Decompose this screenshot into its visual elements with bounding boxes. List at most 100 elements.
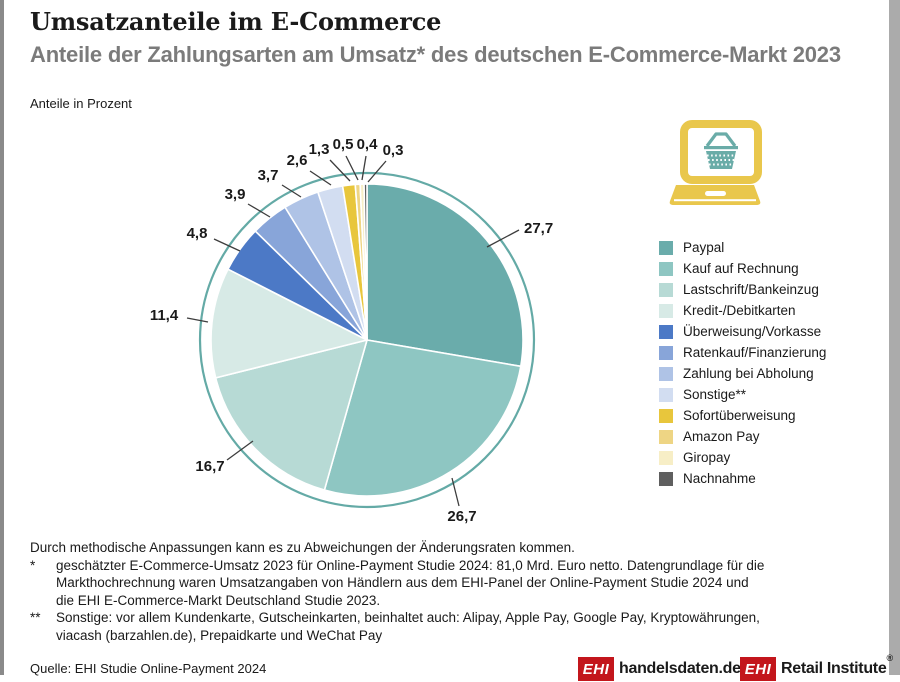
slice-value-label: 16,7 [195,458,224,475]
legend-item: Kauf auf Rechnung [659,258,826,279]
legend-item: Sofortüberweisung [659,405,826,426]
ehi-logo-box: EHI [578,657,614,681]
pie-slice-1 [323,339,522,497]
pie-slice-10 [359,183,368,341]
legend-item: Lastschrift/Bankeinzug [659,279,826,300]
page-subtitle: Anteile der Zahlungsarten am Umsatz* des… [30,42,841,67]
slice-value-label: 27,7 [524,220,553,237]
slice-value-label: 4,8 [187,225,208,242]
footnote-item: ** Sonstige: vor allem Kundenkarte, Guts… [30,609,778,644]
legend-label: Amazon Pay [683,429,760,444]
legend-label: Giropay [683,450,731,465]
unit-label: Anteile in Prozent [30,96,132,111]
legend-swatch [659,240,673,255]
legend-item: Nachnahme [659,468,826,489]
leader-line [247,203,271,218]
leader-line [213,238,241,252]
pie-slice-5 [254,206,368,341]
legend-swatch [659,471,673,486]
footnotes: Durch methodische Anpassungen kann es zu… [30,539,778,644]
slice-value-label: 26,7 [447,508,476,525]
legend-swatch [659,324,673,339]
pie-slice-8 [341,183,368,341]
legend-swatch [659,387,673,402]
leader-line [329,159,351,182]
registered-mark: ® [886,653,893,663]
legend-swatch [659,282,673,297]
legend-label: Sonstige** [683,387,747,402]
logo-text: Retail Institute® [781,653,893,677]
leader-line [186,317,209,323]
pie-slice-11 [363,183,368,341]
pie-outer-ring [198,171,536,509]
leader-line [361,155,367,181]
legend-item: Giropay [659,447,826,468]
right-scrollbar-strip [889,0,900,675]
footnote-text: Sonstige: vor allem Kundenkarte, Gutsche… [56,610,760,643]
legend-swatch [659,408,673,423]
footnote-marker: ** [30,610,41,625]
legend-label: Überweisung/Vorkasse [683,324,822,339]
legend-label: Nachnahme [683,471,756,486]
leader-line [451,477,460,507]
footnote-text: geschätzter E-Commerce-Umsatz 2023 für O… [56,557,765,608]
legend-label: Sofortüberweisung [683,408,796,423]
legend-swatch [659,366,673,381]
pie-slice-6 [284,191,368,341]
pie-slice-7 [317,185,368,341]
slice-value-label: 0,5 [333,136,354,153]
legend-swatch [659,345,673,360]
left-border-strip [0,0,4,675]
legend-label: Lastschrift/Bankeinzug [683,282,819,297]
pie-slice-3 [210,268,368,379]
legend-swatch [659,429,673,444]
ehi-logo-box: EHI [740,657,776,681]
legend-item: Kredit-/Debitkarten [659,300,826,321]
leader-line [226,440,254,461]
leader-line [345,155,359,181]
legend-swatch [659,450,673,465]
slice-value-label: 0,3 [383,142,404,159]
leader-line [486,229,520,248]
legend-label: Kredit-/Debitkarten [683,303,796,318]
legend-label: Kauf auf Rechnung [683,261,799,276]
footnote-intro: Durch methodische Anpassungen kann es zu… [30,540,575,555]
pie-slice-9 [354,183,368,341]
slice-value-label: 2,6 [287,152,308,169]
laptop-shopping-basket-icon [669,120,762,205]
legend-label: Ratenkauf/Finanzierung [683,345,827,360]
footnote-item: * geschätzter E-Commerce-Umsatz 2023 für… [30,557,778,610]
legend-item: Sonstige** [659,384,826,405]
pie-chart: 27,7 26,7 16,7 11,4 4,8 3,9 3,7 2,61,3 0,5 0,4 0,3 [150,136,553,525]
slice-value-label: 11,4 [150,307,179,324]
legend: Paypal Kauf auf Rechnung Lastschrift/Banke… [659,237,826,489]
leader-line [281,184,302,198]
logo-text: handelsdaten.de [619,660,741,677]
logo-ehi-handelsdaten: EHI handelsdaten.de [578,656,741,682]
legend-label: Zahlung bei Abholung [683,366,814,381]
leader-line [367,160,387,183]
legend-swatch [659,261,673,276]
leader-line [309,170,332,186]
footnote-marker: * [30,557,36,573]
slice-value-label: 0,4 [357,136,379,153]
page-title: Umsatzanteile im E-Commerce [30,7,442,36]
pie-slice-2 [214,339,368,491]
slice-value-label: 1,3 [309,141,330,158]
legend-item: Paypal [659,237,826,258]
logo-ehi-retail-institute: EHI Retail Institute® [740,653,893,682]
slice-value-label: 3,9 [225,186,246,203]
pie-slice-4 [227,230,368,341]
legend-item: Amazon Pay [659,426,826,447]
legend-item: Ratenkauf/Finanzierung [659,342,826,363]
laptop-base [669,185,761,205]
legend-item: Zahlung bei Abholung [659,363,826,384]
pie-slice-0 [366,183,524,368]
legend-swatch [659,303,673,318]
source-note: Quelle: EHI Studie Online-Payment 2024 [30,661,267,676]
shopping-basket-icon [704,132,738,169]
legend-item: Überweisung/Vorkasse [659,321,826,342]
legend-label: Paypal [683,240,725,255]
slice-value-label: 3,7 [258,167,279,184]
